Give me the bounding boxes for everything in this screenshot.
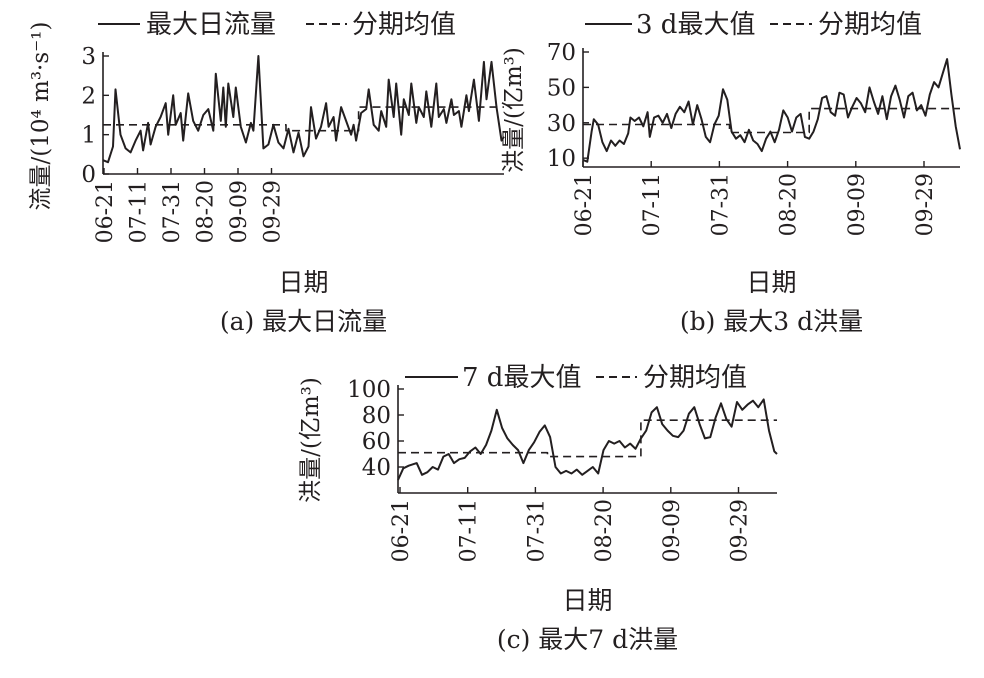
- y-tick-label: 100: [347, 377, 391, 403]
- x-tick-label: 07-31: [708, 173, 733, 236]
- y-tick-label: 10: [547, 146, 576, 172]
- y-tick-label: 50: [547, 75, 576, 101]
- y-tick-label: 2: [81, 83, 96, 109]
- chart-panel-a: 0 1 2 3 06-21 07-11 07-31 08-20 09-09 09-29 最大日流量 分…: [28, 10, 505, 336]
- series-mean-line: [398, 419, 777, 458]
- x-tick-label: 08-20: [592, 499, 617, 562]
- y-tick-label: 1: [81, 123, 96, 149]
- panel-caption: (b) 最大3 d洪量: [680, 307, 863, 336]
- y-tick-label: 0: [81, 162, 96, 188]
- legend-label: 7 d最大值: [462, 363, 581, 393]
- x-tick-label: 08-20: [194, 180, 219, 243]
- y-tick-label: 80: [362, 403, 391, 429]
- y-tick-label: 70: [547, 40, 576, 66]
- x-tick-label: 06-21: [572, 173, 597, 236]
- legend-label: 分期均值: [352, 10, 456, 40]
- x-tick-label: 06-21: [389, 499, 414, 562]
- y-tick-label: 3: [81, 44, 96, 70]
- y-tick-label: 40: [362, 455, 391, 481]
- x-tick-label: 09-29: [261, 180, 286, 243]
- series-mean-line: [583, 107, 960, 134]
- legend-label: 分期均值: [643, 363, 747, 393]
- x-tick-label: 09-09: [845, 173, 870, 236]
- chart-panel-b: 10 30 50 70 06-21 07-11 07-31 08-20 09-09 09-29 3 …: [501, 10, 961, 336]
- x-axis-label: 日期: [562, 586, 612, 615]
- x-tick-label: 09-29: [913, 173, 938, 236]
- legend-label: 最大日流量: [146, 10, 276, 40]
- legend-label: 分期均值: [818, 10, 922, 40]
- x-tick-label: 09-09: [227, 180, 252, 243]
- x-tick-label: 07-11: [457, 499, 482, 562]
- x-tick-label: 07-11: [127, 180, 152, 243]
- x-tick-label: 09-29: [728, 499, 753, 562]
- y-tick-label: 60: [362, 429, 391, 455]
- panel-caption: (a) 最大日流量: [220, 307, 387, 336]
- x-tick-label: 08-20: [777, 173, 802, 236]
- x-axis-label: 日期: [746, 268, 796, 297]
- x-tick-label: 06-21: [93, 180, 118, 243]
- y-axis-label: 流量/(10⁴ m³·s⁻¹): [28, 22, 54, 211]
- panel-caption: (c) 最大7 d洪量: [497, 625, 678, 654]
- x-tick-label: 07-11: [640, 173, 665, 236]
- series-max-line: [582, 58, 961, 163]
- series-mean-line: [103, 106, 504, 132]
- x-tick-label: 07-31: [160, 180, 185, 243]
- y-tick-label: 30: [547, 111, 576, 137]
- x-tick-label: 09-09: [660, 499, 685, 562]
- x-axis-label: 日期: [278, 268, 328, 297]
- x-tick-label: 07-31: [524, 499, 549, 562]
- series-max-line: [102, 55, 505, 164]
- y-axis-label: 洪量/(亿m³): [298, 377, 324, 503]
- legend-label: 3 d最大值: [636, 10, 755, 40]
- y-axis-label: 洪量/(亿m³): [501, 47, 527, 173]
- series-max-line: [397, 398, 778, 481]
